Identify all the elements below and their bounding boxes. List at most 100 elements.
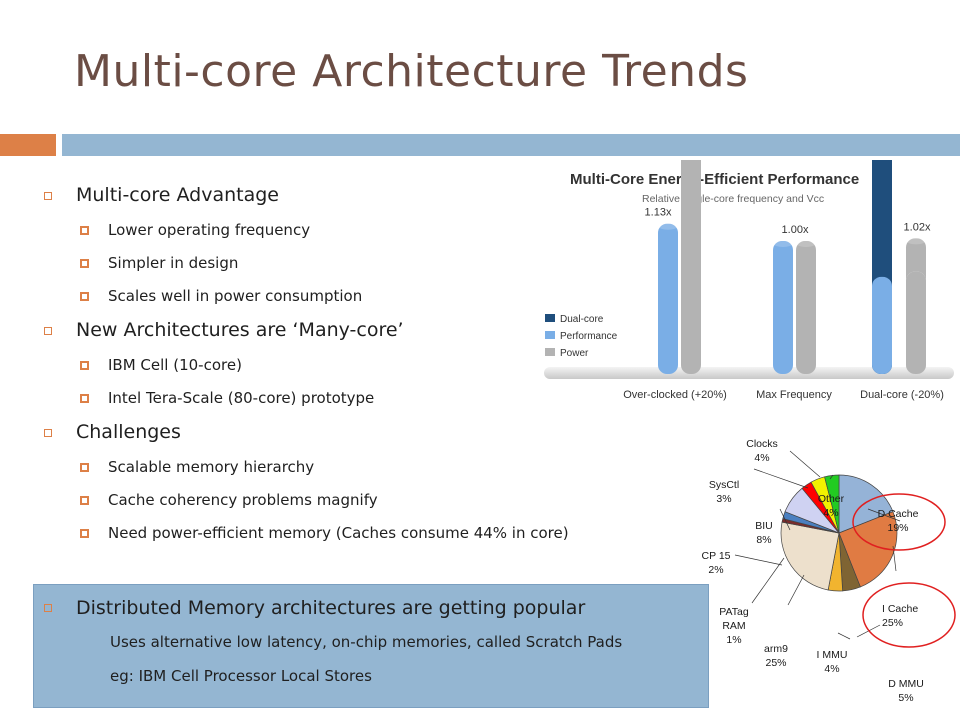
legend-swatch-performance bbox=[545, 331, 555, 339]
pie-label-cp-15: CP 15 bbox=[702, 550, 731, 562]
energy-efficiency-bar-chart: Multi-Core Energy-Efficient Performance … bbox=[544, 160, 954, 401]
pie-slice-i-cache bbox=[838, 511, 898, 588]
square-bullet-icon bbox=[80, 292, 89, 301]
chart-title: Multi-Core Energy-Efficient Performance bbox=[570, 171, 859, 188]
bullet-level2: Scales well in power consumption bbox=[44, 285, 664, 307]
bullet-text: Intel Tera-Scale (80-core) prototype bbox=[108, 389, 375, 407]
pie-leader-line bbox=[734, 554, 783, 566]
pie-leader-line bbox=[837, 632, 851, 640]
pie-label-biu: BIU bbox=[755, 520, 773, 532]
square-bullet-icon bbox=[80, 496, 89, 505]
category-label: Over-clocked (+20%) bbox=[623, 389, 727, 401]
slide-title: Multi-core Architecture Trends bbox=[74, 46, 749, 97]
bullet-level2: Scalable memory hierarchy bbox=[44, 456, 664, 478]
pie-leader-line bbox=[779, 508, 791, 531]
bar-value-label: 1.13x bbox=[645, 207, 672, 219]
legend-swatch-dual-core bbox=[545, 314, 555, 322]
pie-label-arm9: 25% bbox=[765, 657, 786, 669]
pie-label-other: Other bbox=[818, 493, 845, 505]
square-bullet-icon bbox=[44, 604, 52, 612]
bullet-level2: Intel Tera-Scale (80-core) prototype bbox=[44, 387, 664, 409]
pie-label-i-mmu: I MMU bbox=[817, 649, 848, 661]
highlight-heading: Distributed Memory architectures are get… bbox=[44, 595, 585, 621]
bullet-text: Multi-core Advantage bbox=[76, 184, 279, 206]
bar-performance-maxfreq bbox=[773, 241, 793, 374]
pie-label-clocks: Clocks bbox=[746, 438, 778, 450]
bullet-level2: Lower operating frequency bbox=[44, 219, 664, 241]
bar-value-label: 1.02x bbox=[904, 221, 931, 233]
chart-floor bbox=[544, 367, 954, 379]
pie-label-clocks: 4% bbox=[754, 452, 769, 464]
category-label: Dual-core (-20%) bbox=[860, 389, 944, 401]
pie-leader-line bbox=[787, 574, 805, 606]
title-divider-bar bbox=[62, 134, 960, 156]
pie-leader-line bbox=[867, 508, 901, 522]
bullet-level2: Cache coherency problems magnify bbox=[44, 489, 664, 511]
highlight-circle-icache bbox=[862, 582, 956, 648]
highlight-circle-dcache bbox=[852, 493, 946, 551]
pie-leader-line bbox=[829, 474, 834, 480]
bullet-text: Challenges bbox=[76, 421, 181, 443]
highlight-line: eg: IBM Cell Processor Local Stores bbox=[110, 667, 372, 685]
pie-slice-arm9 bbox=[780, 521, 840, 591]
bullet-text: Need power-efficient memory (Caches cons… bbox=[108, 524, 569, 542]
pie-label-i-mmu: 4% bbox=[824, 663, 839, 675]
pie-label-i-cache: I Cache bbox=[882, 603, 918, 615]
legend-label-dual-core: Dual-core bbox=[560, 314, 604, 325]
square-bullet-icon bbox=[80, 463, 89, 472]
pie-label-sysctl: 3% bbox=[716, 493, 731, 505]
highlight-line: Uses alternative low latency, on-chip me… bbox=[110, 633, 623, 651]
bullet-text: Lower operating frequency bbox=[108, 221, 311, 239]
bullet-text: Simpler in design bbox=[108, 254, 239, 272]
bullet-text: IBM Cell (10-core) bbox=[108, 356, 242, 374]
bullet-list: Multi-core Advantage Lower operating fre… bbox=[44, 176, 664, 544]
bar-value-label: 1.00x bbox=[782, 224, 809, 236]
bullet-level1: Multi-core Advantage bbox=[44, 182, 664, 208]
square-bullet-icon bbox=[80, 226, 89, 235]
square-bullet-icon bbox=[80, 394, 89, 403]
chart-subtitle: Relative single-core frequency and Vcc bbox=[642, 193, 824, 205]
bar-power-dualcore bbox=[906, 271, 926, 374]
pie-slice-other bbox=[824, 474, 840, 534]
bullet-text: Scalable memory hierarchy bbox=[108, 458, 315, 476]
pie-label-cp-15: 2% bbox=[708, 564, 723, 576]
power-breakdown-pie-chart: D Cache 19% I Cache 25% D MMU 5% I MMU 4% arm9 25… bbox=[702, 438, 956, 704]
pie-label-biu: 8% bbox=[756, 534, 771, 546]
bullet-text: Cache coherency problems magnify bbox=[108, 491, 378, 509]
highlight-heading-text: Distributed Memory architectures are get… bbox=[76, 597, 586, 619]
pie-label-arm9: arm9 bbox=[764, 643, 788, 655]
pie-label-patag-ram: PATag bbox=[719, 606, 749, 618]
pie-label-other: 4% bbox=[823, 507, 838, 519]
pie-label-patag-ram: 1% bbox=[726, 634, 741, 646]
bullet-level2: Need power-efficient memory (Caches cons… bbox=[44, 522, 664, 544]
pie-leader-line bbox=[789, 450, 821, 478]
square-bullet-icon bbox=[80, 529, 89, 538]
square-bullet-icon bbox=[44, 327, 52, 335]
pie-label-i-cache: 25% bbox=[882, 617, 903, 629]
pie-slice-d-cache bbox=[838, 474, 894, 534]
square-bullet-icon bbox=[44, 429, 52, 437]
legend-label-power: Power bbox=[560, 348, 589, 359]
bullet-level2: Simpler in design bbox=[44, 252, 664, 274]
legend-swatch-power bbox=[545, 348, 555, 356]
bar-performance-maxfreq-cap bbox=[774, 241, 792, 247]
pie-leader-line bbox=[751, 557, 785, 604]
title-accent-bar bbox=[0, 134, 56, 156]
bullet-text: New Architectures are ‘Many-core’ bbox=[76, 319, 404, 341]
pie-leader-line bbox=[753, 468, 809, 489]
bar-performance-overclocked-cap bbox=[659, 223, 677, 230]
square-bullet-icon bbox=[80, 361, 89, 370]
bar-performance-overclocked bbox=[658, 223, 678, 374]
pie-label-d-mmu: D MMU bbox=[888, 678, 924, 690]
pie-label-d-cache: 19% bbox=[887, 522, 908, 534]
pie-label-d-mmu: 5% bbox=[898, 692, 913, 704]
highlight-box: Distributed Memory architectures are get… bbox=[33, 584, 709, 708]
legend-label-performance: Performance bbox=[560, 331, 618, 342]
bar-power-maxfreq bbox=[796, 241, 816, 374]
bar-power-maxfreq-cap bbox=[797, 241, 815, 247]
bullet-text: Scales well in power consumption bbox=[108, 287, 363, 305]
pie-label-sysctl: SysCtl bbox=[709, 479, 739, 491]
square-bullet-icon bbox=[44, 192, 52, 200]
chart-legend: Dual-core Performance Power bbox=[545, 314, 618, 359]
category-label: Max Frequency bbox=[756, 389, 832, 401]
